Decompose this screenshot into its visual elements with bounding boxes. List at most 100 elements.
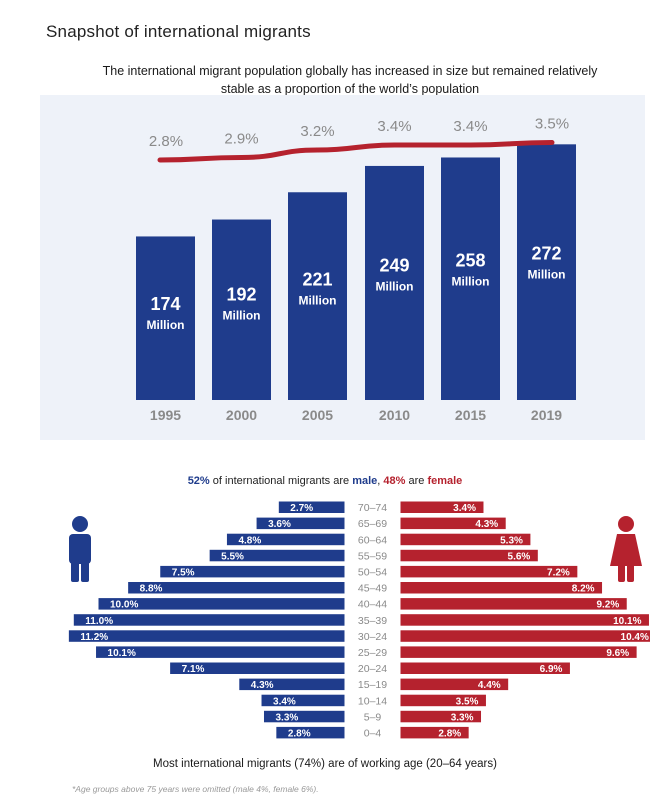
population-bar [441,157,500,400]
migrant-population-chart: 174 Million 1995 192 Million 2000 221 Million 20… [136,116,576,423]
female-value-label: 3.3% [451,712,474,723]
bar-value-label: 272 [531,243,561,263]
female-bar [399,581,604,595]
age-group-label: 70–74 [358,502,387,514]
male-value-label: 7.1% [182,664,205,675]
male-bar [169,661,346,675]
male-bar [260,693,346,708]
age-group-label: 5–9 [364,711,382,723]
female-bar [399,677,510,692]
female-value-label: 2.8% [438,728,461,739]
male-value-label: 2.8% [288,728,311,739]
female-value-label: 7.2% [547,567,570,578]
male-value-label: 4.3% [251,680,274,691]
x-tick-label: 1995 [150,407,181,423]
female-bar [399,532,532,547]
male-bar [277,500,346,514]
male-value-label: 8.8% [140,584,163,595]
female-value-label: 3.5% [456,696,479,707]
page-title: Snapshot of international migrants [46,22,311,41]
female-word: female [427,475,463,487]
male-bar [97,597,346,611]
female-bar [399,597,628,611]
age-group-label: 55–59 [358,550,387,562]
bar-unit-label: Million [299,294,337,308]
population-bar [517,144,576,400]
female-icon [610,516,642,582]
proportion-label: 3.4% [453,118,487,135]
female-bar [399,613,650,627]
female-bar [399,548,539,563]
population-bar [136,236,195,400]
male-bar [255,516,346,531]
bar-value-label: 249 [379,255,409,275]
x-tick-label: 2005 [302,407,333,423]
age-group-label: 0–4 [364,727,382,739]
male-bar [262,709,346,724]
male-value-label: 11.0% [85,616,113,627]
female-value-label: 10.1% [613,616,641,627]
age-group-label: 65–69 [358,518,387,530]
bar-unit-label: Million [147,318,185,332]
female-value-label: 5.6% [508,551,531,562]
female-value-label: 8.2% [572,584,595,595]
age-group-label: 45–49 [358,583,387,595]
male-value-label: 3.4% [273,696,296,707]
male-percent: 52% [187,475,210,487]
male-bar [127,581,346,595]
age-group-label: 15–19 [358,679,387,691]
female-value-label: 6.9% [540,664,563,675]
age-group-label: 35–39 [358,615,387,627]
male-bar [72,613,346,627]
gender-text-b: are [405,475,428,487]
proportion-label: 2.9% [224,131,258,148]
working-age-note: Most international migrants (74%) are of… [153,758,497,770]
proportion-label: 2.8% [149,133,183,150]
gender-split-caption: 52% of international migrants are male, … [0,475,650,487]
male-value-label: 4.8% [238,535,261,546]
x-tick-label: 2019 [531,407,562,423]
age-group-label: 25–29 [358,647,387,659]
female-bar [399,725,470,740]
female-value-label: 9.6% [606,648,629,659]
population-bar [288,192,347,400]
bar-unit-label: Million [223,309,261,323]
bar-value-label: 258 [455,251,485,271]
female-bar [399,693,487,708]
female-value-label: 10.4% [621,632,649,643]
male-bar [95,645,346,659]
age-group-label: 10–14 [358,695,387,707]
bar-unit-label: Million [528,267,566,281]
bar-value-label: 192 [226,285,256,305]
female-percent: 48% [383,475,406,487]
male-bar [275,725,346,740]
male-value-label: 7.5% [172,567,195,578]
female-bar [399,661,571,675]
population-bar [365,165,424,400]
male-bar [159,564,346,579]
population-bar [212,219,271,400]
bar-value-label: 174 [150,294,180,314]
bar-value-label: 221 [302,270,332,290]
male-value-label: 3.6% [268,519,291,530]
proportion-line [157,140,555,163]
male-bar [67,629,346,643]
bar-unit-label: Million [452,275,490,289]
female-value-label: 4.3% [475,519,498,530]
proportion-label: 3.5% [535,116,569,133]
proportion-label: 3.2% [300,123,334,140]
male-icon [69,516,91,582]
age-group-label: 30–24 [358,631,387,643]
female-bar [399,629,650,643]
age-group-label: 50–54 [358,566,387,578]
male-bar [238,677,346,692]
male-bar [208,548,346,563]
x-tick-label: 2010 [379,407,410,423]
female-value-label: 5.3% [500,535,523,546]
male-value-label: 2.7% [290,503,313,514]
female-value-label: 4.4% [478,680,501,691]
chart-subtitle: The international migrant population glo… [102,64,598,96]
x-tick-label: 2000 [226,407,257,423]
female-bar [399,564,579,579]
